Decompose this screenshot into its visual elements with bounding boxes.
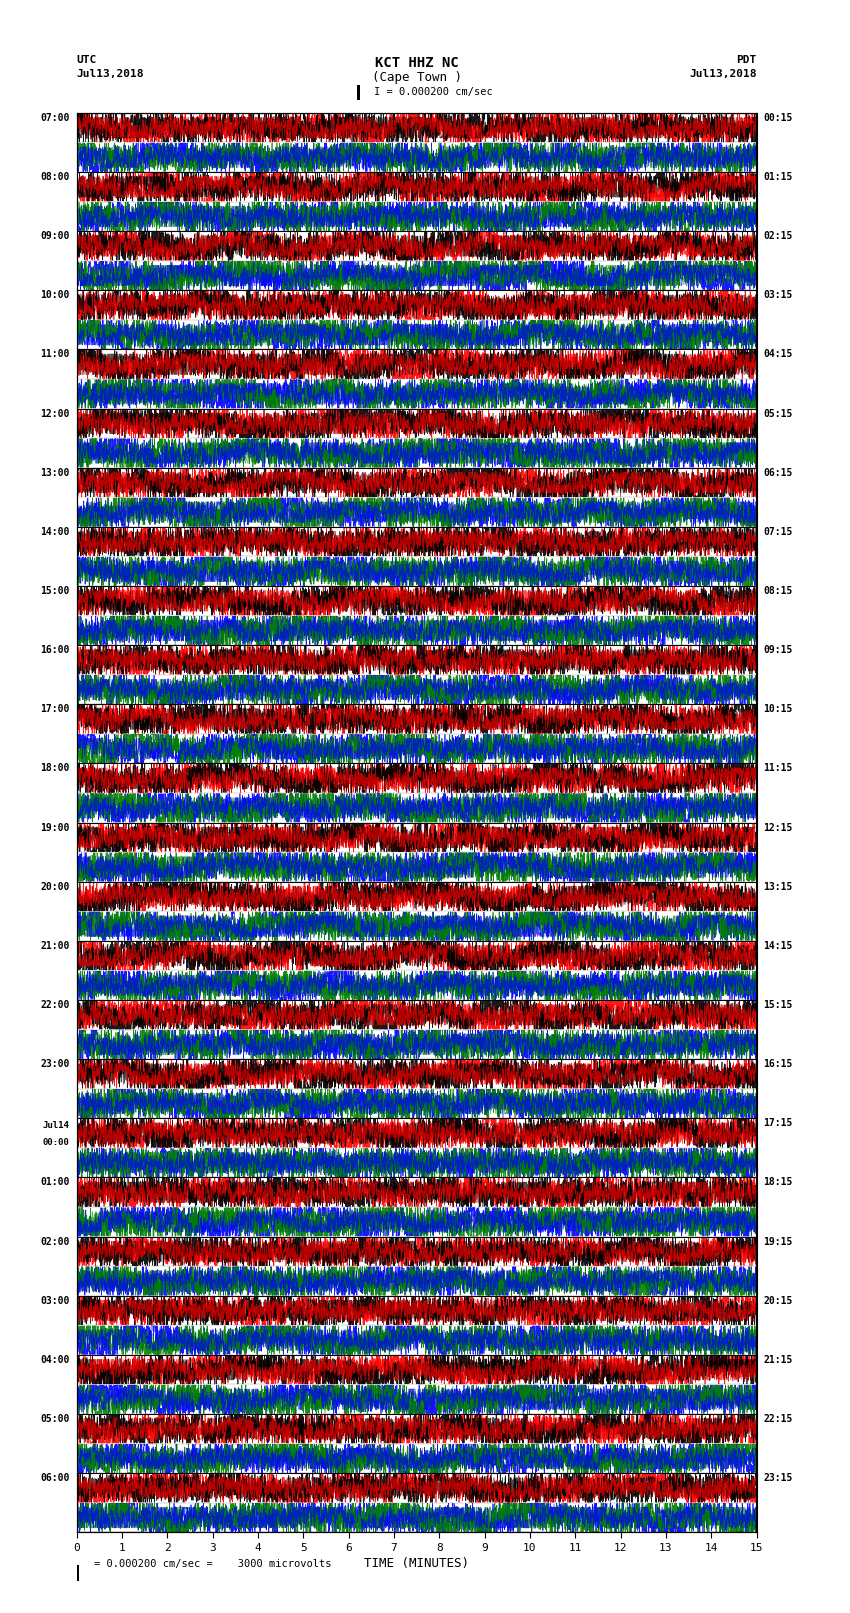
Text: 07:00: 07:00 xyxy=(40,113,70,123)
Text: 03:15: 03:15 xyxy=(763,290,793,300)
Text: 20:00: 20:00 xyxy=(40,882,70,892)
Text: 23:15: 23:15 xyxy=(763,1473,793,1484)
Text: 14:15: 14:15 xyxy=(763,940,793,952)
Text: 08:00: 08:00 xyxy=(40,173,70,182)
Text: 14:00: 14:00 xyxy=(40,527,70,537)
Text: 05:15: 05:15 xyxy=(763,408,793,419)
Text: 16:00: 16:00 xyxy=(40,645,70,655)
Text: 12:15: 12:15 xyxy=(763,823,793,832)
Text: 06:15: 06:15 xyxy=(763,468,793,477)
Text: 01:15: 01:15 xyxy=(763,173,793,182)
Text: 11:00: 11:00 xyxy=(40,350,70,360)
Text: Jul13,2018: Jul13,2018 xyxy=(76,69,144,79)
Text: 19:15: 19:15 xyxy=(763,1237,793,1247)
X-axis label: TIME (MINUTES): TIME (MINUTES) xyxy=(364,1557,469,1569)
Text: 20:15: 20:15 xyxy=(763,1295,793,1307)
Text: PDT: PDT xyxy=(736,55,756,65)
Text: 09:00: 09:00 xyxy=(40,231,70,242)
Text: 11:15: 11:15 xyxy=(763,763,793,774)
Text: 08:15: 08:15 xyxy=(763,586,793,597)
Text: 10:15: 10:15 xyxy=(763,705,793,715)
Text: 02:15: 02:15 xyxy=(763,231,793,242)
Text: 00:15: 00:15 xyxy=(763,113,793,123)
Text: 15:00: 15:00 xyxy=(40,586,70,597)
Text: (Cape Town ): (Cape Town ) xyxy=(371,71,462,84)
Text: Jul13,2018: Jul13,2018 xyxy=(689,69,756,79)
Text: 02:00: 02:00 xyxy=(40,1237,70,1247)
Text: 17:15: 17:15 xyxy=(763,1118,793,1129)
Text: 07:15: 07:15 xyxy=(763,527,793,537)
Text: 21:15: 21:15 xyxy=(763,1355,793,1365)
Text: Jul14: Jul14 xyxy=(42,1121,70,1131)
Text: 10:00: 10:00 xyxy=(40,290,70,300)
Text: 16:15: 16:15 xyxy=(763,1060,793,1069)
Text: 13:15: 13:15 xyxy=(763,882,793,892)
Text: 05:00: 05:00 xyxy=(40,1415,70,1424)
Text: 15:15: 15:15 xyxy=(763,1000,793,1010)
Text: 13:00: 13:00 xyxy=(40,468,70,477)
Text: 06:00: 06:00 xyxy=(40,1473,70,1484)
Text: UTC: UTC xyxy=(76,55,97,65)
Text: 23:00: 23:00 xyxy=(40,1060,70,1069)
Text: 03:00: 03:00 xyxy=(40,1295,70,1307)
Text: I = 0.000200 cm/sec: I = 0.000200 cm/sec xyxy=(374,87,493,97)
Text: 21:00: 21:00 xyxy=(40,940,70,952)
Text: 18:15: 18:15 xyxy=(763,1177,793,1187)
Text: 22:15: 22:15 xyxy=(763,1415,793,1424)
Text: 18:00: 18:00 xyxy=(40,763,70,774)
Text: 00:00: 00:00 xyxy=(42,1137,70,1147)
Text: KCT HHZ NC: KCT HHZ NC xyxy=(375,56,458,71)
Text: 22:00: 22:00 xyxy=(40,1000,70,1010)
Text: = 0.000200 cm/sec =    3000 microvolts: = 0.000200 cm/sec = 3000 microvolts xyxy=(94,1560,331,1569)
Text: 17:00: 17:00 xyxy=(40,705,70,715)
Text: 04:15: 04:15 xyxy=(763,350,793,360)
Text: 01:00: 01:00 xyxy=(40,1177,70,1187)
Text: 19:00: 19:00 xyxy=(40,823,70,832)
Text: 04:00: 04:00 xyxy=(40,1355,70,1365)
Text: 12:00: 12:00 xyxy=(40,408,70,419)
Text: 09:15: 09:15 xyxy=(763,645,793,655)
